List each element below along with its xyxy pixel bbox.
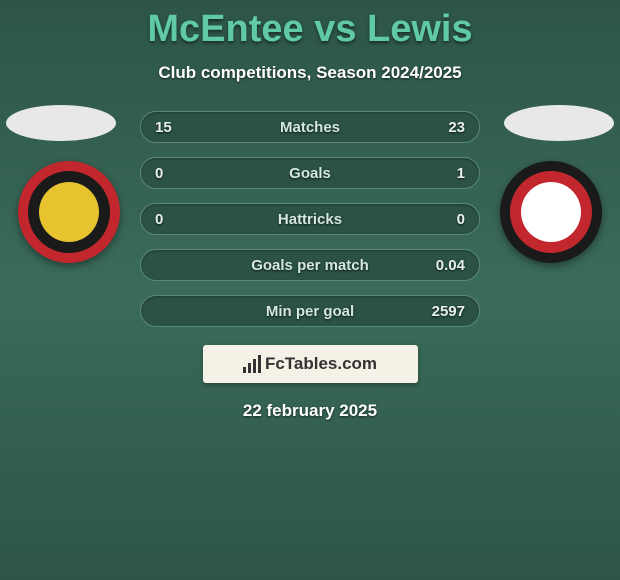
date-stamp: 22 february 2025: [0, 401, 620, 421]
stat-row-hattricks: 0 Hattricks 0: [140, 203, 480, 235]
stat-label: Hattricks: [278, 211, 342, 228]
stat-label: Matches: [280, 119, 340, 136]
spotlight-left: [6, 105, 116, 141]
stat-left-value: 0: [155, 211, 163, 228]
stat-left-value: 0: [155, 165, 163, 182]
stat-left-value: 15: [155, 119, 172, 136]
spotlight-right: [504, 105, 614, 141]
stat-label: Goals: [289, 165, 331, 182]
stat-right-value: 2597: [432, 303, 465, 320]
stats-rows: 15 Matches 23 0 Goals 1 0 Hattricks 0 Go…: [140, 111, 480, 327]
club-badge-left-inner: [39, 182, 99, 242]
stat-right-value: 0.04: [436, 257, 465, 274]
stat-right-value: 1: [457, 165, 465, 182]
stat-right-value: 23: [448, 119, 465, 136]
club-badge-right: [500, 161, 602, 263]
stat-label: Goals per match: [251, 257, 369, 274]
club-badge-left: [18, 161, 120, 263]
branding-badge[interactable]: FcTables.com: [203, 345, 418, 383]
branding-text: FcTables.com: [265, 354, 377, 374]
stat-row-min-per-goal: Min per goal 2597: [140, 295, 480, 327]
comparison-arena: 15 Matches 23 0 Goals 1 0 Hattricks 0 Go…: [0, 111, 620, 421]
stat-row-matches: 15 Matches 23: [140, 111, 480, 143]
bar-chart-icon: [243, 355, 261, 373]
subtitle: Club competitions, Season 2024/2025: [0, 63, 620, 83]
stat-right-value: 0: [457, 211, 465, 228]
club-badge-right-inner: [521, 182, 581, 242]
stat-row-goals: 0 Goals 1: [140, 157, 480, 189]
page-title: McEntee vs Lewis: [0, 0, 620, 51]
stat-row-goals-per-match: Goals per match 0.04: [140, 249, 480, 281]
stat-label: Min per goal: [266, 303, 354, 320]
